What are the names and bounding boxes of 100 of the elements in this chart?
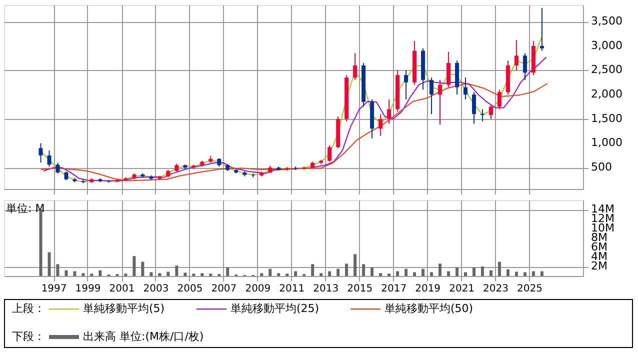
candlestick <box>497 89 502 110</box>
bar <box>150 272 153 276</box>
x-tick-label: 2009 <box>245 284 271 294</box>
bar <box>158 273 162 276</box>
x-tick-label: 2003 <box>143 284 169 294</box>
bar <box>514 272 518 276</box>
x-tick-label: 2005 <box>177 284 203 294</box>
candlestick <box>472 92 476 124</box>
bar <box>413 272 416 276</box>
x-tick-label: 2021 <box>449 284 475 294</box>
bar <box>277 273 280 276</box>
candlestick <box>56 162 60 174</box>
candlestick <box>488 104 493 120</box>
candlestick <box>522 52 527 80</box>
candlestick <box>378 114 383 136</box>
candlestick <box>353 52 358 80</box>
legend-label: 単純移動平均(5) <box>83 302 165 315</box>
x-tick-label: 2015 <box>347 284 373 294</box>
bar <box>132 256 136 276</box>
bar <box>175 266 178 276</box>
candlestick <box>404 70 408 100</box>
bar <box>48 252 51 276</box>
legend-title: 下段： <box>12 330 45 343</box>
candlestick <box>480 108 484 122</box>
x-tick-label: 2013 <box>313 284 339 294</box>
x-tick-label: 2007 <box>211 284 237 294</box>
bar <box>141 262 144 276</box>
bar <box>540 271 544 276</box>
bar <box>320 273 323 276</box>
line-series <box>40 36 542 182</box>
bar <box>336 268 340 276</box>
bar <box>447 271 450 276</box>
bar <box>464 272 467 276</box>
candlestick <box>463 77 468 100</box>
bar <box>294 271 298 276</box>
candlestick <box>387 98 392 124</box>
y-tick-label: 1,000 <box>591 136 622 150</box>
y-tick-label: 2,000 <box>591 88 622 101</box>
legend-title: 上段： <box>12 302 45 315</box>
line-series <box>43 56 547 182</box>
bar <box>523 272 526 276</box>
bar <box>56 264 60 276</box>
bar <box>480 266 484 276</box>
candlestick <box>446 51 451 88</box>
bar <box>379 273 382 276</box>
y-tick-label: 2,500 <box>591 63 622 76</box>
bar <box>260 273 264 276</box>
x-tick-label: 1997 <box>41 284 67 294</box>
y-tick-label: 6M <box>591 240 608 254</box>
x-tick-label: 2019 <box>415 284 441 294</box>
y-tick-label: 3,500 <box>591 14 622 28</box>
bar <box>506 269 510 276</box>
bar <box>430 272 433 276</box>
bar <box>532 271 535 276</box>
bar <box>498 262 501 276</box>
bar <box>396 271 400 276</box>
bar <box>268 268 272 276</box>
bar <box>82 273 85 276</box>
annotation: 単位: M <box>6 202 45 215</box>
x-tick-label: 1999 <box>75 284 101 294</box>
bar <box>472 267 476 276</box>
bar <box>438 264 442 276</box>
bar <box>370 267 374 276</box>
bar <box>311 264 314 276</box>
candlestick <box>328 144 332 162</box>
bar <box>456 267 459 276</box>
y-tick-label: 12M <box>591 212 614 225</box>
legend-label: 出来高 単位:(M株/口/枚) <box>83 330 204 343</box>
bar <box>345 264 348 276</box>
x-tick-label: 2017 <box>381 284 407 294</box>
candlestick <box>438 79 442 126</box>
bar <box>98 270 102 276</box>
bar <box>422 268 425 276</box>
x-tick-label: 2011 <box>279 284 305 294</box>
y-tick-label: 2M <box>591 260 608 272</box>
y-tick-label: 500 <box>591 160 612 174</box>
line-series <box>40 82 548 182</box>
legend-label: 単純移動平均(25) <box>230 302 320 315</box>
candlestick <box>38 142 43 164</box>
y-tick-label: 3,000 <box>591 38 622 52</box>
x-tick-label: 2001 <box>109 284 135 294</box>
bar <box>200 273 204 276</box>
candlestick <box>514 40 518 71</box>
bar <box>226 267 230 276</box>
bar <box>184 272 187 276</box>
bar <box>328 271 332 276</box>
x-tick-label: 2025 <box>517 284 542 294</box>
candlestick <box>47 150 52 168</box>
y-tick-label: 1,500 <box>591 112 622 125</box>
bar <box>166 272 170 276</box>
candlestick <box>540 7 544 52</box>
bar <box>64 270 68 276</box>
legend-label: 単純移動平均(50) <box>384 302 474 315</box>
bar <box>73 271 76 276</box>
bar <box>354 254 357 276</box>
bar <box>362 264 366 276</box>
candlestick <box>429 77 434 115</box>
bar <box>404 268 408 276</box>
bar <box>489 270 492 276</box>
x-tick-label: 2023 <box>483 284 508 294</box>
